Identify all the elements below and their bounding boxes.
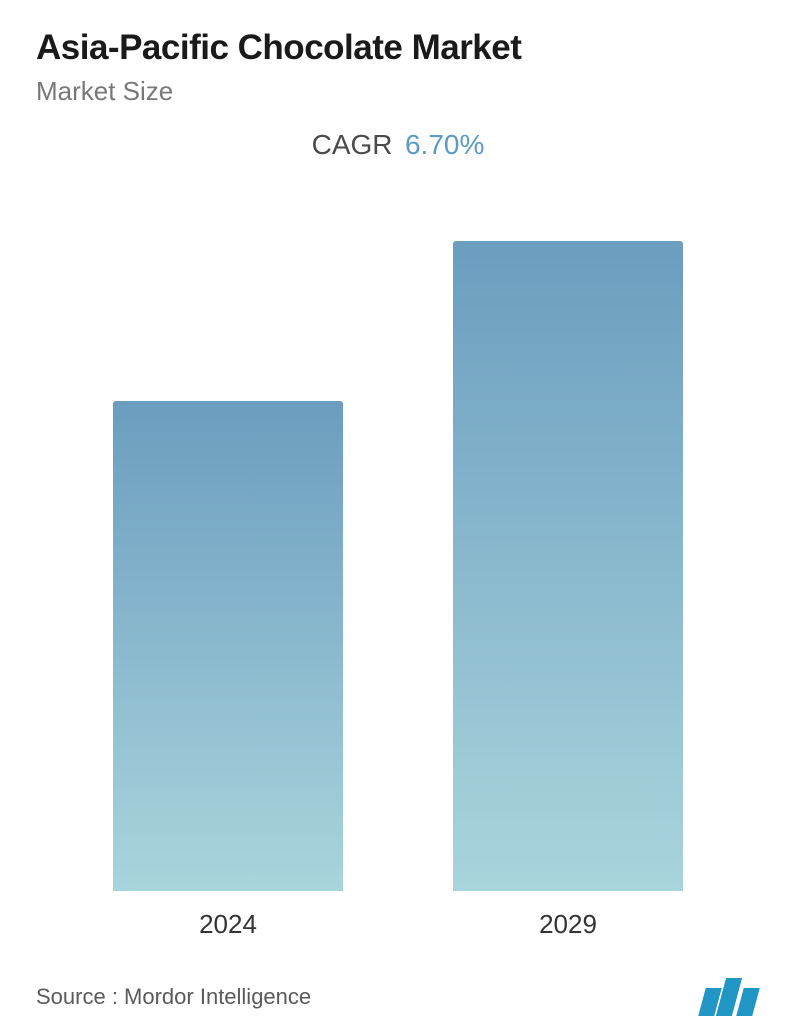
logo-icon [702, 978, 756, 1016]
source-text: Source : Mordor Intelligence [36, 984, 311, 1010]
logo-bar-3 [736, 988, 760, 1016]
bar-label-1: 2029 [539, 909, 597, 940]
cagr-label: CAGR [312, 129, 393, 160]
cagr-row: CAGR 6.70% [36, 129, 760, 161]
bar-1 [453, 241, 683, 891]
footer: Source : Mordor Intelligence [36, 978, 760, 1016]
bar-group-0: 2024 [113, 401, 343, 940]
bar-0 [113, 401, 343, 891]
bar-chart: 2024 2029 [36, 241, 760, 940]
cagr-value: 6.70% [405, 129, 484, 160]
chart-container: Asia-Pacific Chocolate Market Market Siz… [0, 0, 796, 1034]
page-subtitle: Market Size [36, 76, 760, 107]
bar-label-0: 2024 [199, 909, 257, 940]
bar-group-1: 2029 [453, 241, 683, 940]
page-title: Asia-Pacific Chocolate Market [36, 28, 760, 68]
